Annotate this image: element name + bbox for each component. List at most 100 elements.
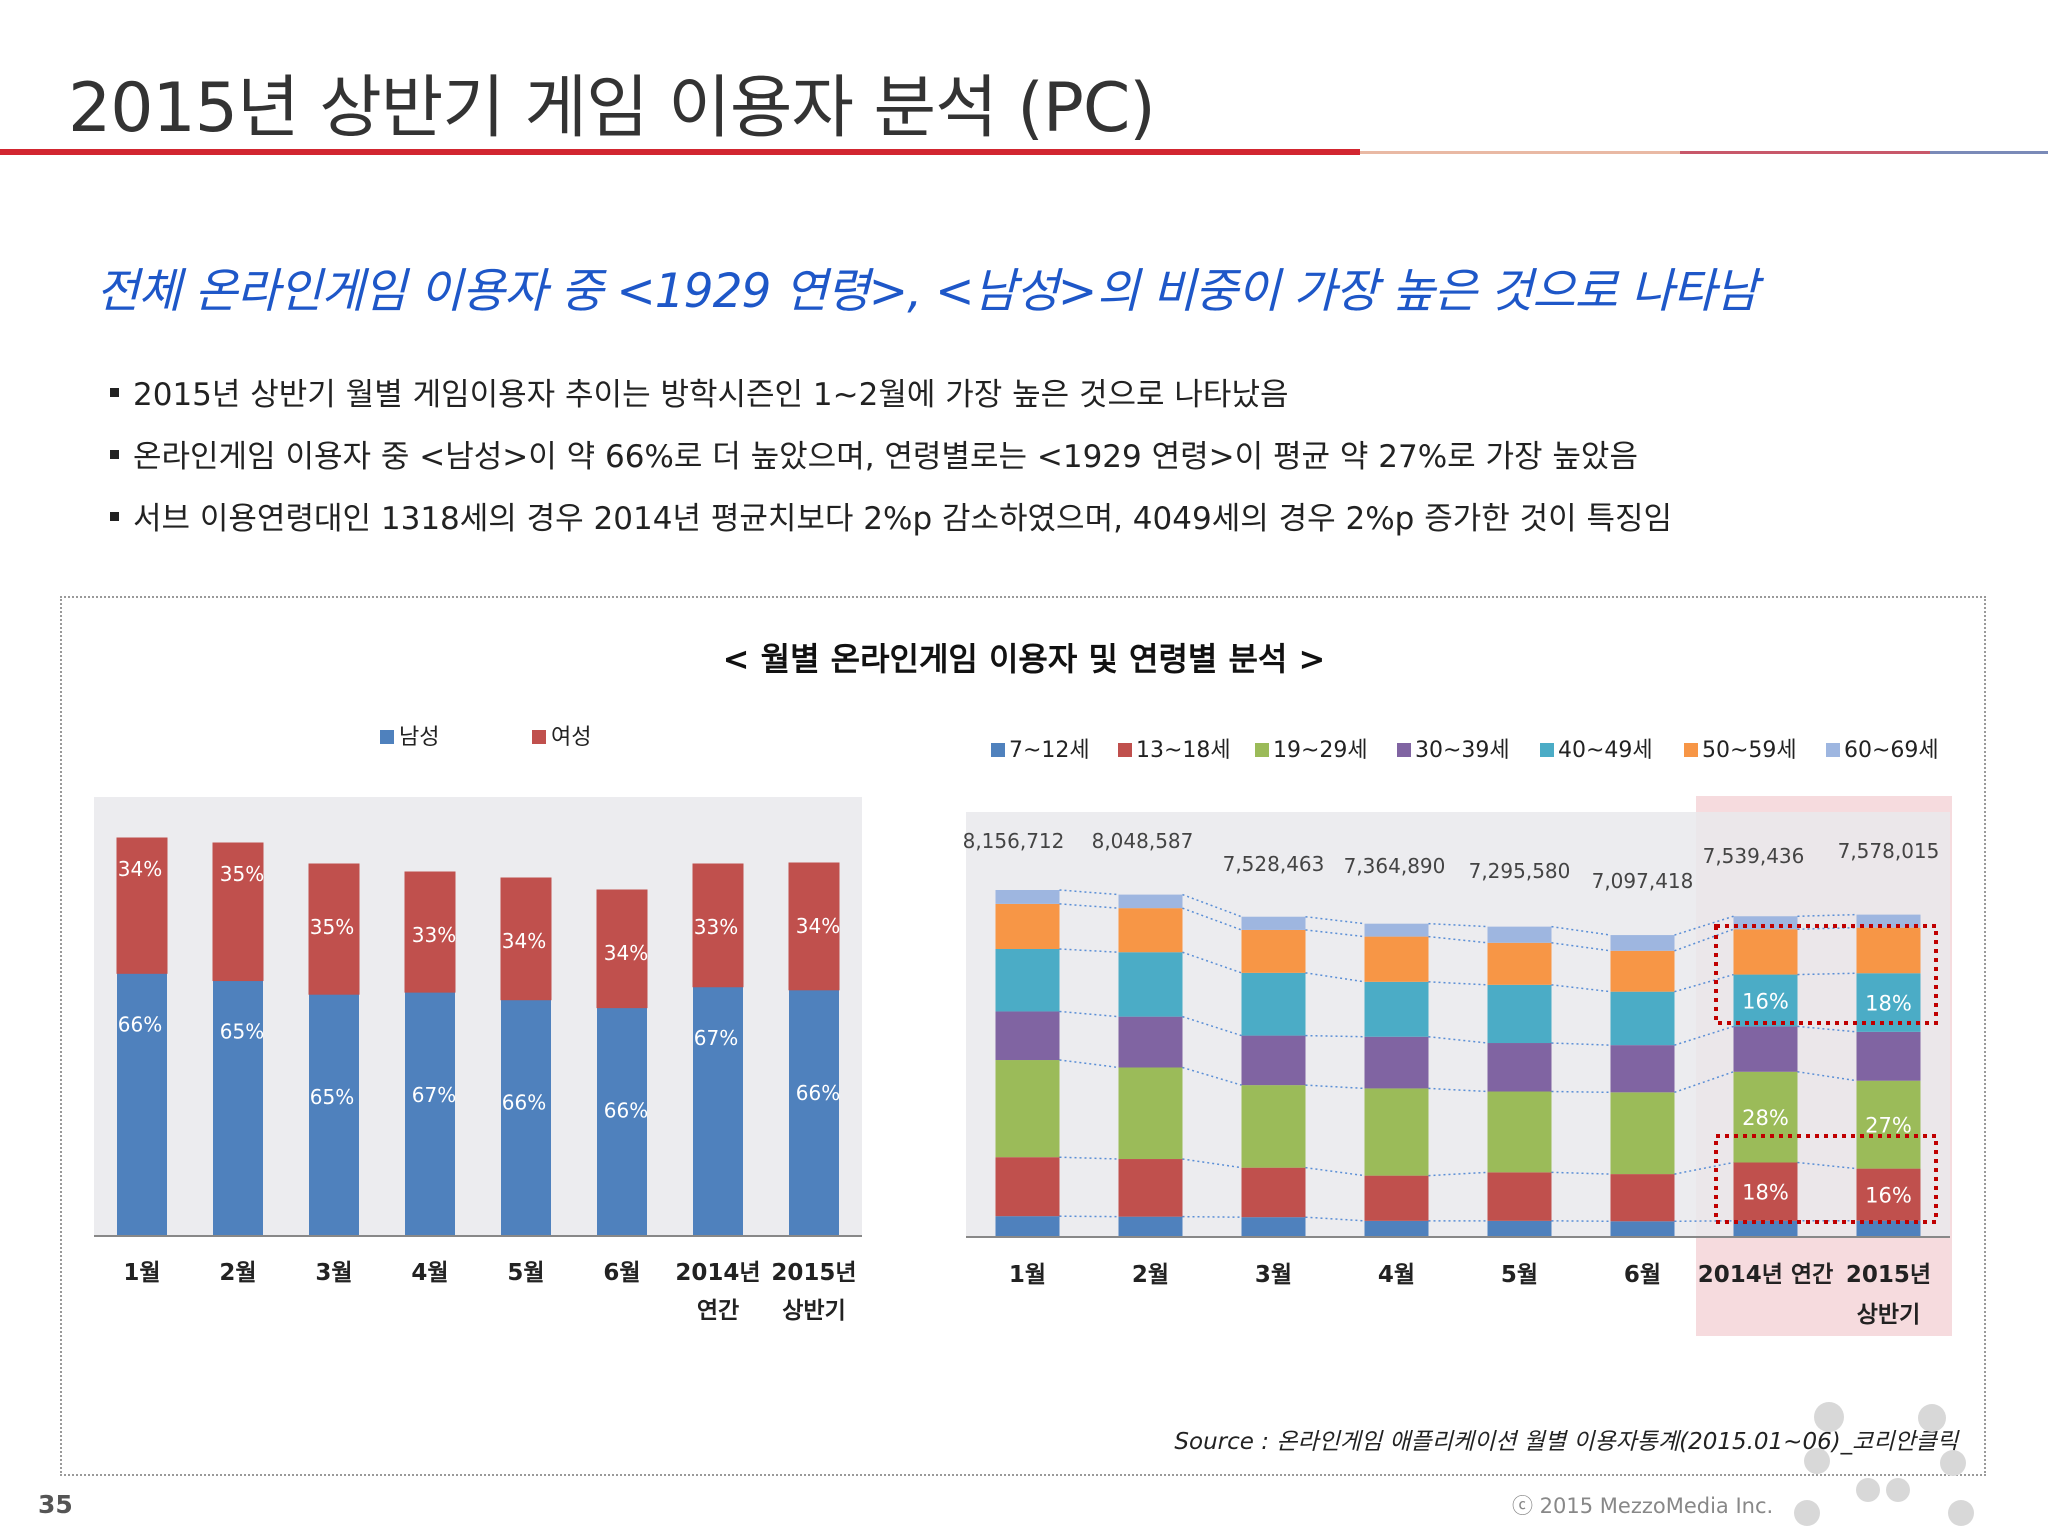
connector-line	[1182, 893, 1242, 918]
bar-age-series-1	[1733, 1162, 1798, 1221]
legend-swatch-age-series-6	[1826, 743, 1840, 757]
bar-age-series-4	[1364, 981, 1429, 1037]
x-tick-label-age: 2015년	[1846, 1262, 1931, 1288]
x-tick-label-age: 1월	[1009, 1262, 1046, 1288]
x-tick-label-age: 3월	[1255, 1262, 1292, 1288]
connector-line	[1182, 1066, 1242, 1086]
x-tick-label-age: 2014년 연간	[1698, 1262, 1834, 1288]
legend-swatch-gender-series-1	[532, 730, 546, 744]
bar-age-series-2	[995, 1060, 1060, 1158]
bullet-text: 서브 이용연령대인 1318세의 경우 2014년 평균치보다 2%p 감소하였…	[133, 501, 1673, 537]
connector-line	[1674, 1161, 1734, 1175]
legend-label-age: 30~39세	[1415, 738, 1510, 763]
connector-line	[1182, 1015, 1242, 1037]
total-label: 7,097,418	[1592, 869, 1694, 893]
bar-age-series-2	[1118, 1067, 1183, 1160]
x-tick-label-age: 2월	[1132, 1262, 1169, 1288]
x-tick-label-age: 5월	[1501, 1262, 1538, 1288]
bullet-item: 온라인게임 이용자 중 <남성>이 약 66%로 더 높았으며, 연령별로는 <…	[110, 434, 1672, 496]
bar-age-series-5	[995, 903, 1060, 949]
decorative-dot	[1856, 1478, 1880, 1502]
bar-age-series-1	[1241, 1167, 1306, 1218]
bar-age-series-4	[1733, 974, 1798, 1027]
bar-age-series-0	[1856, 1220, 1921, 1237]
data-label-gender: 65%	[310, 1085, 354, 1109]
bar-age-series-6	[1610, 935, 1675, 951]
annotation-label: 18%	[1742, 1181, 1789, 1205]
annotation-label: 28%	[1742, 1106, 1789, 1130]
plot-area-gender	[94, 797, 862, 1236]
x-tick-label-gender: 3월	[315, 1260, 352, 1286]
bar-age-series-1	[1364, 1175, 1429, 1221]
bullet-square-icon	[110, 450, 119, 459]
bar-age-series-4	[1487, 984, 1552, 1044]
bar-age-series-5	[1856, 927, 1921, 974]
bar-age-series-1	[1856, 1168, 1921, 1221]
data-label-gender: 34%	[118, 857, 162, 881]
bar-age-series-0	[1610, 1221, 1675, 1237]
bar-age-series-2	[1733, 1071, 1798, 1163]
total-label: 7,295,580	[1469, 859, 1571, 883]
bullet-square-icon	[110, 512, 119, 521]
bar-age-series-4	[1610, 991, 1675, 1046]
x-tick-label-gender: 4월	[411, 1260, 448, 1286]
title-underline-accent	[1360, 151, 1680, 154]
bar-age-series-2	[1610, 1092, 1675, 1175]
legend-swatch-age-series-1	[1118, 743, 1132, 757]
annotation-label: 16%	[1742, 989, 1789, 1013]
bar-age-series-6	[1118, 894, 1183, 909]
data-label-gender: 35%	[220, 862, 264, 886]
highlight-box	[1714, 924, 1938, 1025]
x-tick-label-gender: 연간	[697, 1298, 739, 1324]
x-tick-label-gender: 2월	[219, 1260, 256, 1286]
bar-age-series-2	[1364, 1088, 1429, 1176]
legend-label-age: 60~69세	[1844, 738, 1939, 763]
data-label-gender: 34%	[502, 929, 546, 953]
data-label-gender: 66%	[796, 1081, 840, 1105]
bar-gender-series-0	[309, 994, 359, 1236]
x-tick-label-gender: 2015년	[771, 1260, 856, 1286]
annotation-label: 18%	[1865, 992, 1912, 1016]
data-label-gender: 65%	[220, 1020, 264, 1044]
bar-age-series-5	[1487, 942, 1552, 985]
bar-age-series-3	[1487, 1043, 1552, 1092]
annotation-label: 16%	[1865, 1184, 1912, 1208]
copyright: ⓒ 2015 MezzoMedia Inc.	[1512, 1494, 1774, 1518]
decorative-dot	[1886, 1478, 1910, 1502]
total-label: 7,364,890	[1344, 854, 1446, 878]
chart-title: < 월별 온라인게임 이용자 및 연령별 분석 >	[722, 640, 1326, 678]
x-tick-label-age: 4월	[1378, 1262, 1415, 1288]
legend-label-gender: 남성	[399, 725, 439, 750]
highlight-box	[1714, 1134, 1938, 1224]
bar-gender-series-1	[596, 889, 648, 1009]
bar-age-series-0	[1487, 1220, 1552, 1237]
bar-age-series-6	[995, 890, 1060, 904]
legend-label-gender: 여성	[551, 725, 591, 750]
total-label: 7,528,463	[1223, 852, 1325, 876]
decorative-dot	[1814, 1402, 1844, 1432]
data-label-gender: 67%	[694, 1026, 738, 1050]
bar-age-series-6	[1487, 926, 1552, 943]
data-label-gender: 66%	[118, 1012, 162, 1036]
annotation-label: 27%	[1865, 1114, 1912, 1138]
data-label-gender: 34%	[796, 914, 840, 938]
bar-age-series-3	[1118, 1016, 1183, 1068]
bullet-text: 2015년 상반기 월별 게임이용자 추이는 방학시즌인 1~2월에 가장 높은…	[133, 377, 1289, 413]
legend-label-age: 40~49세	[1558, 738, 1653, 763]
bullet-text: 온라인게임 이용자 중 <남성>이 약 66%로 더 높았으며, 연령별로는 <…	[133, 439, 1638, 475]
bar-age-series-3	[1856, 1031, 1921, 1081]
bar-age-series-5	[1364, 936, 1429, 982]
bullet-item: 2015년 상반기 월별 게임이용자 추이는 방학시즌인 1~2월에 가장 높은…	[110, 372, 1672, 434]
legend-swatch-age-series-3	[1397, 743, 1411, 757]
x-tick-label-gender: 1월	[123, 1260, 160, 1286]
bar-age-series-1	[1610, 1174, 1675, 1222]
bar-age-series-2	[1241, 1085, 1306, 1168]
decorative-dot	[1794, 1500, 1820, 1526]
bar-gender-series-0	[501, 999, 551, 1236]
connector-line	[1182, 951, 1242, 974]
bar-gender-series-1	[116, 837, 168, 974]
legend-swatch-age-series-2	[1255, 743, 1269, 757]
total-label: 7,578,015	[1838, 839, 1940, 863]
bar-age-series-0	[1364, 1220, 1429, 1237]
